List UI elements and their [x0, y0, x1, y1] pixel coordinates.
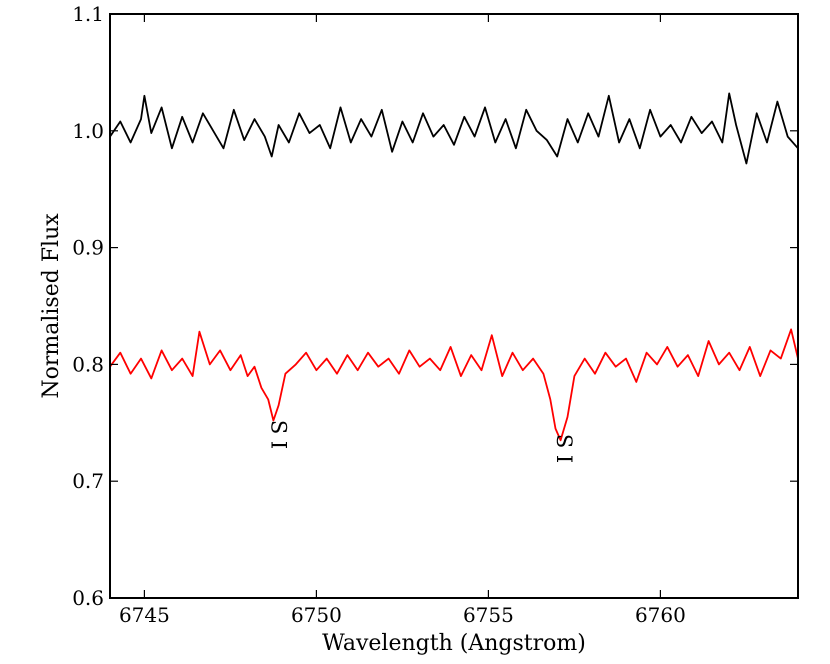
series-line-2 [110, 328, 798, 442]
x-tick-label: 6755 [463, 603, 514, 627]
y-tick-label: 0.7 [72, 469, 104, 493]
x-tick-label: 6750 [291, 603, 342, 627]
axis-ticks: 6745 6750 6755 6760 0.6 0.7 0.8 0.9 1.0 1.1 [72, 2, 798, 627]
y-tick-label: 0.9 [72, 236, 104, 260]
line-annotation: S I [267, 420, 291, 449]
y-tick-label: 0.6 [72, 586, 104, 610]
x-axis-label: Wavelength (Angstrom) [322, 631, 586, 656]
x-tick-label: 6745 [119, 603, 170, 627]
x-tick-label: 6760 [635, 603, 686, 627]
plot-frame [109, 13, 799, 599]
y-tick-label: 0.8 [72, 352, 104, 376]
y-tick-label: 1.1 [72, 2, 104, 26]
y-axis-label: Normalised Flux [39, 213, 64, 399]
y-tick-label: 1.0 [72, 119, 104, 143]
series-line-1 [110, 92, 798, 165]
plot-area [110, 92, 798, 442]
line-annotation: S I [552, 434, 576, 463]
